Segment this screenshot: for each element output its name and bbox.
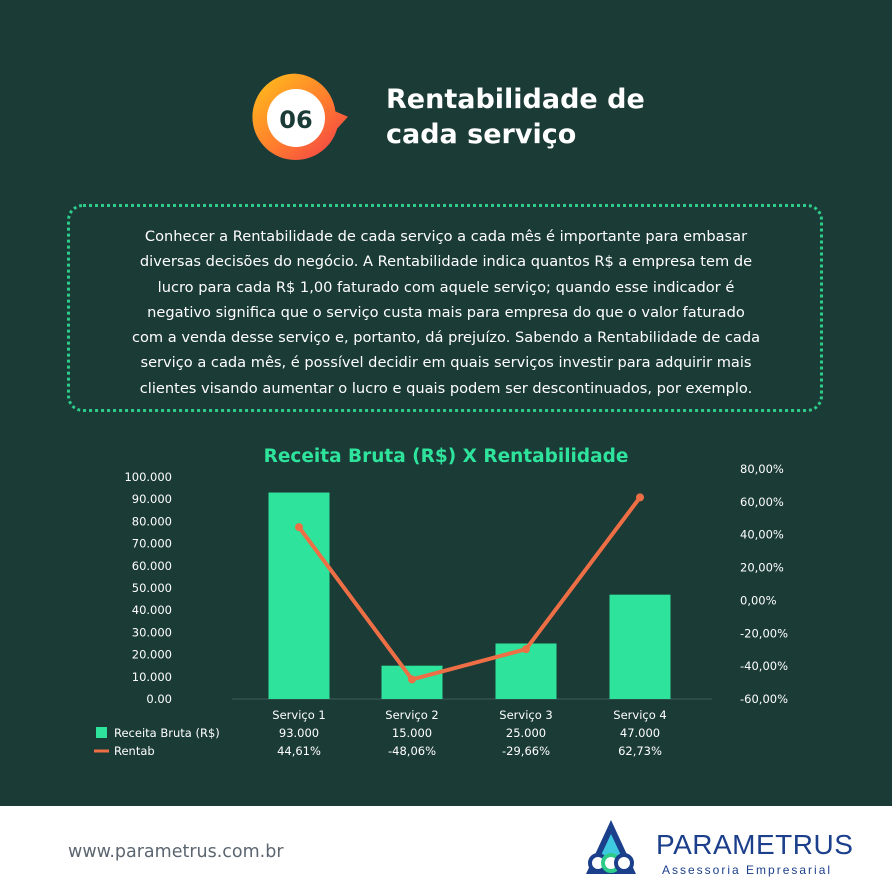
bar-data-label: 93.000 bbox=[279, 726, 319, 740]
right-tick-label: -60,00% bbox=[740, 692, 788, 706]
right-tick-label: 0,00% bbox=[740, 593, 777, 607]
left-tick-label: 100.000 bbox=[124, 470, 172, 484]
title-line-1: Rentabilidade de bbox=[386, 84, 645, 115]
description-line: serviço a cada mês, é possível decidir e… bbox=[140, 354, 752, 372]
parametrus-logo-icon bbox=[586, 820, 636, 874]
brand-tagline: Assessoria Empresarial bbox=[662, 863, 833, 877]
description-line: Conhecer a Rentabilidade de cada serviço… bbox=[144, 228, 748, 245]
line-point bbox=[522, 645, 530, 654]
description-line: com a venda desse serviço e, portanto, d… bbox=[131, 329, 761, 347]
right-axis: -60,00% -40,00% -20,00% 0,00% 20,00% 40,00% 60… bbox=[740, 462, 788, 706]
bar-data-label: 15.000 bbox=[392, 726, 432, 740]
bar-series bbox=[268, 492, 671, 699]
website-url[interactable]: www.parametrus.com.br bbox=[68, 842, 284, 862]
line-data-label: 44,61% bbox=[277, 744, 321, 758]
line-data-label: -29,66% bbox=[502, 744, 550, 758]
bar bbox=[609, 594, 671, 699]
bar-data-label: 47.000 bbox=[620, 726, 660, 740]
line-point bbox=[295, 523, 303, 532]
category-label: Serviço 4 bbox=[613, 708, 666, 722]
category-label: Serviço 1 bbox=[272, 708, 325, 722]
left-tick-label: 20.000 bbox=[132, 648, 172, 662]
left-tick-label: 70.000 bbox=[132, 537, 172, 551]
bar-data-label: 25.000 bbox=[506, 726, 546, 740]
rentab-line bbox=[297, 496, 642, 682]
description-line: diversas decisões do negócio. A Rentabil… bbox=[139, 253, 753, 271]
category-label: Serviço 3 bbox=[499, 708, 552, 722]
legend-data-table: Serviço 1 Serviço 2 Serviço 3 Serviço 4 Rece… bbox=[94, 708, 667, 758]
left-axis: 0.00 10.000 20.000 30.000 40.000 50.000 60.000… bbox=[124, 470, 172, 706]
right-tick-label: 60,00% bbox=[740, 495, 784, 509]
left-tick-label: 10.000 bbox=[132, 670, 172, 684]
left-tick-label: 80.000 bbox=[132, 514, 172, 528]
left-tick-label: 40.000 bbox=[132, 603, 172, 617]
description-line: clientes visando aumentar o lucro e quai… bbox=[139, 379, 753, 397]
badge-number: 06 bbox=[279, 106, 312, 134]
number-badge: 06 bbox=[252, 73, 348, 160]
left-tick-label: 30.000 bbox=[132, 625, 172, 639]
revenue-profitability-chart: Receita Bruta (R$) X Rentabilidade 0.00 1… bbox=[94, 446, 788, 758]
legend-line-name: Rentab bbox=[114, 744, 155, 758]
right-tick-label: -20,00% bbox=[740, 626, 788, 640]
left-tick-label: 60.000 bbox=[132, 559, 172, 573]
description-text: Conhecer a Rentabilidade de cada serviço… bbox=[82, 224, 810, 401]
legend-bar-swatch bbox=[96, 727, 107, 738]
line-series bbox=[295, 493, 644, 684]
legend-bar-name: Receita Bruta (R$) bbox=[114, 726, 220, 740]
line-point bbox=[636, 493, 644, 502]
line-point bbox=[408, 675, 416, 684]
left-tick-label: 90.000 bbox=[132, 492, 172, 506]
category-label: Serviço 2 bbox=[385, 708, 438, 722]
brand-name: PARAMETRUS bbox=[656, 829, 854, 860]
title-line-2: cada serviço bbox=[386, 119, 577, 150]
right-tick-label: 40,00% bbox=[740, 528, 784, 542]
description-box bbox=[67, 204, 823, 412]
description-line: negativo significa que o serviço custa m… bbox=[147, 303, 745, 321]
chart-title: Receita Bruta (R$) X Rentabilidade bbox=[264, 446, 629, 467]
left-tick-label: 0.00 bbox=[146, 692, 172, 706]
description-line: lucro para cada R$ 1,00 faturado com aqu… bbox=[157, 278, 735, 296]
right-tick-label: 20,00% bbox=[740, 561, 784, 575]
line-data-label: -48,06% bbox=[388, 744, 436, 758]
right-tick-label: -40,00% bbox=[740, 659, 788, 673]
left-tick-label: 50.000 bbox=[132, 581, 172, 595]
right-tick-label: 80,00% bbox=[740, 462, 784, 476]
line-data-label: 62,73% bbox=[618, 744, 662, 758]
page-title: Rentabilidade de cada serviço bbox=[386, 82, 645, 152]
